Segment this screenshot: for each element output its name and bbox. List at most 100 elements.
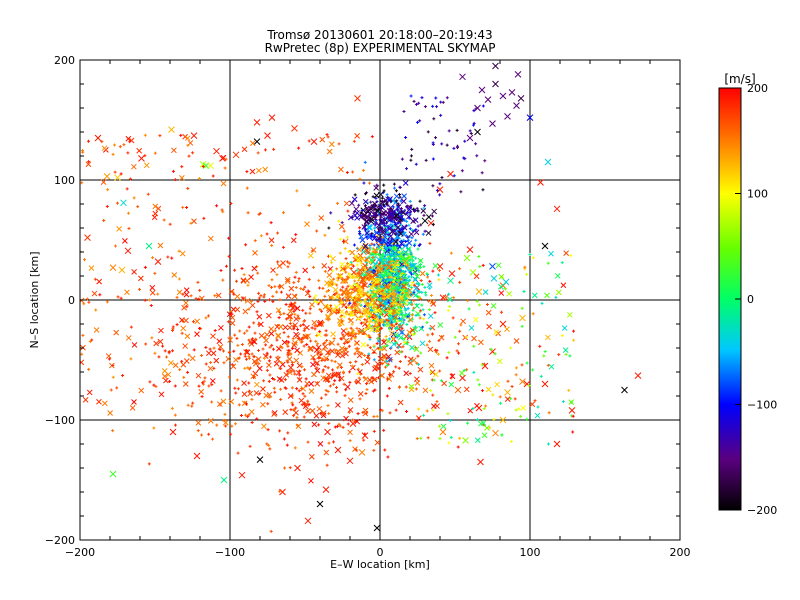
data-point-cross (168, 379, 172, 383)
data-point-x (349, 200, 355, 207)
data-point-cross (407, 223, 411, 227)
data-point-cross (244, 243, 248, 247)
data-point-cross (187, 154, 191, 158)
data-point-x (242, 308, 249, 315)
data-point-x (107, 410, 114, 416)
data-point-x (305, 408, 311, 414)
data-point-cross (385, 279, 389, 283)
data-point-cross (269, 355, 273, 359)
data-point-x (255, 356, 262, 362)
data-point-cross (540, 301, 544, 305)
data-point-cross (346, 209, 350, 213)
data-point-cross (390, 304, 394, 308)
data-point-cross (400, 319, 404, 323)
data-point-cross (269, 285, 273, 289)
data-point-x (379, 199, 386, 206)
data-point-x (234, 293, 241, 300)
data-point-cross (408, 372, 412, 376)
data-point-x (495, 262, 502, 269)
data-point-cross (366, 356, 370, 360)
data-point-cross (333, 282, 337, 286)
data-point-cross (439, 113, 443, 117)
data-point-cross (335, 424, 339, 428)
data-point-cross (323, 341, 327, 345)
data-point-cross (333, 349, 337, 353)
data-point-cross (337, 372, 341, 376)
y-tick-label: −100 (45, 414, 75, 427)
data-point-cross (420, 303, 424, 307)
data-point-cross (257, 362, 261, 366)
data-point-cross (437, 339, 441, 343)
data-point-x (268, 330, 275, 337)
data-point-x (347, 330, 353, 337)
data-point-x (130, 163, 137, 170)
data-point-x (296, 362, 303, 369)
data-point-cross (202, 379, 206, 383)
data-point-cross (296, 328, 300, 332)
data-point-x (260, 386, 266, 392)
data-point-cross (285, 443, 289, 447)
data-point-x (406, 204, 413, 211)
data-point-cross (493, 352, 497, 356)
data-point-x (275, 307, 282, 314)
data-point-cross (281, 245, 285, 249)
data-point-cross (447, 441, 451, 445)
data-point-x (388, 211, 394, 218)
data-point-x (463, 254, 471, 262)
data-point-cross (271, 294, 275, 298)
data-point-cross (399, 240, 403, 244)
data-point-cross (420, 96, 424, 100)
data-point-cross (310, 326, 314, 330)
data-point-x (410, 357, 417, 364)
data-point-x (273, 360, 280, 367)
data-point-cross (394, 232, 398, 236)
data-point-cross (313, 327, 317, 331)
data-point-x (544, 158, 552, 166)
data-point-cross (354, 448, 358, 452)
data-point-cross (232, 349, 236, 353)
data-point-cross (339, 298, 343, 302)
data-point-x (275, 333, 282, 339)
data-point-x (425, 230, 432, 236)
data-point-cross (194, 297, 198, 301)
data-point-cross (407, 275, 411, 279)
data-point-x (349, 249, 356, 256)
data-point-cross (395, 274, 399, 278)
data-point-cross (287, 261, 291, 265)
data-point-cross (338, 237, 342, 241)
data-point-cross (437, 424, 441, 428)
data-point-x (373, 271, 379, 278)
data-point-cross (148, 298, 152, 302)
data-point-cross (371, 195, 375, 199)
data-point-cross (416, 247, 420, 251)
data-point-cross (359, 351, 363, 355)
data-point-cross (94, 308, 98, 312)
data-point-cross (417, 244, 421, 248)
data-point-cross (149, 303, 153, 307)
data-point-cross (431, 184, 435, 188)
data-point-cross (372, 304, 376, 308)
data-point-cross (381, 292, 385, 296)
data-point-x (290, 237, 297, 244)
data-point-x (379, 204, 386, 211)
data-point-x (279, 488, 286, 496)
data-point-cross (387, 337, 391, 341)
data-point-cross (395, 270, 399, 274)
data-point-x (437, 322, 444, 328)
data-point-cross (435, 348, 439, 352)
data-point-cross (349, 260, 353, 264)
data-point-cross (229, 309, 233, 313)
data-point-x (287, 364, 294, 371)
chart-title: Tromsø 20130601 20:18:00–20:19:43 (266, 28, 492, 42)
data-point-cross (180, 165, 184, 169)
data-point-x (363, 309, 369, 315)
data-point-x (417, 257, 424, 264)
data-point-x (118, 266, 126, 274)
data-point-cross (375, 183, 379, 187)
data-point-cross (297, 369, 301, 373)
data-point-cross (277, 316, 281, 320)
data-point-cross (386, 260, 390, 264)
data-point-x (271, 411, 277, 418)
data-point-cross (330, 373, 334, 377)
data-point-x (520, 405, 527, 411)
